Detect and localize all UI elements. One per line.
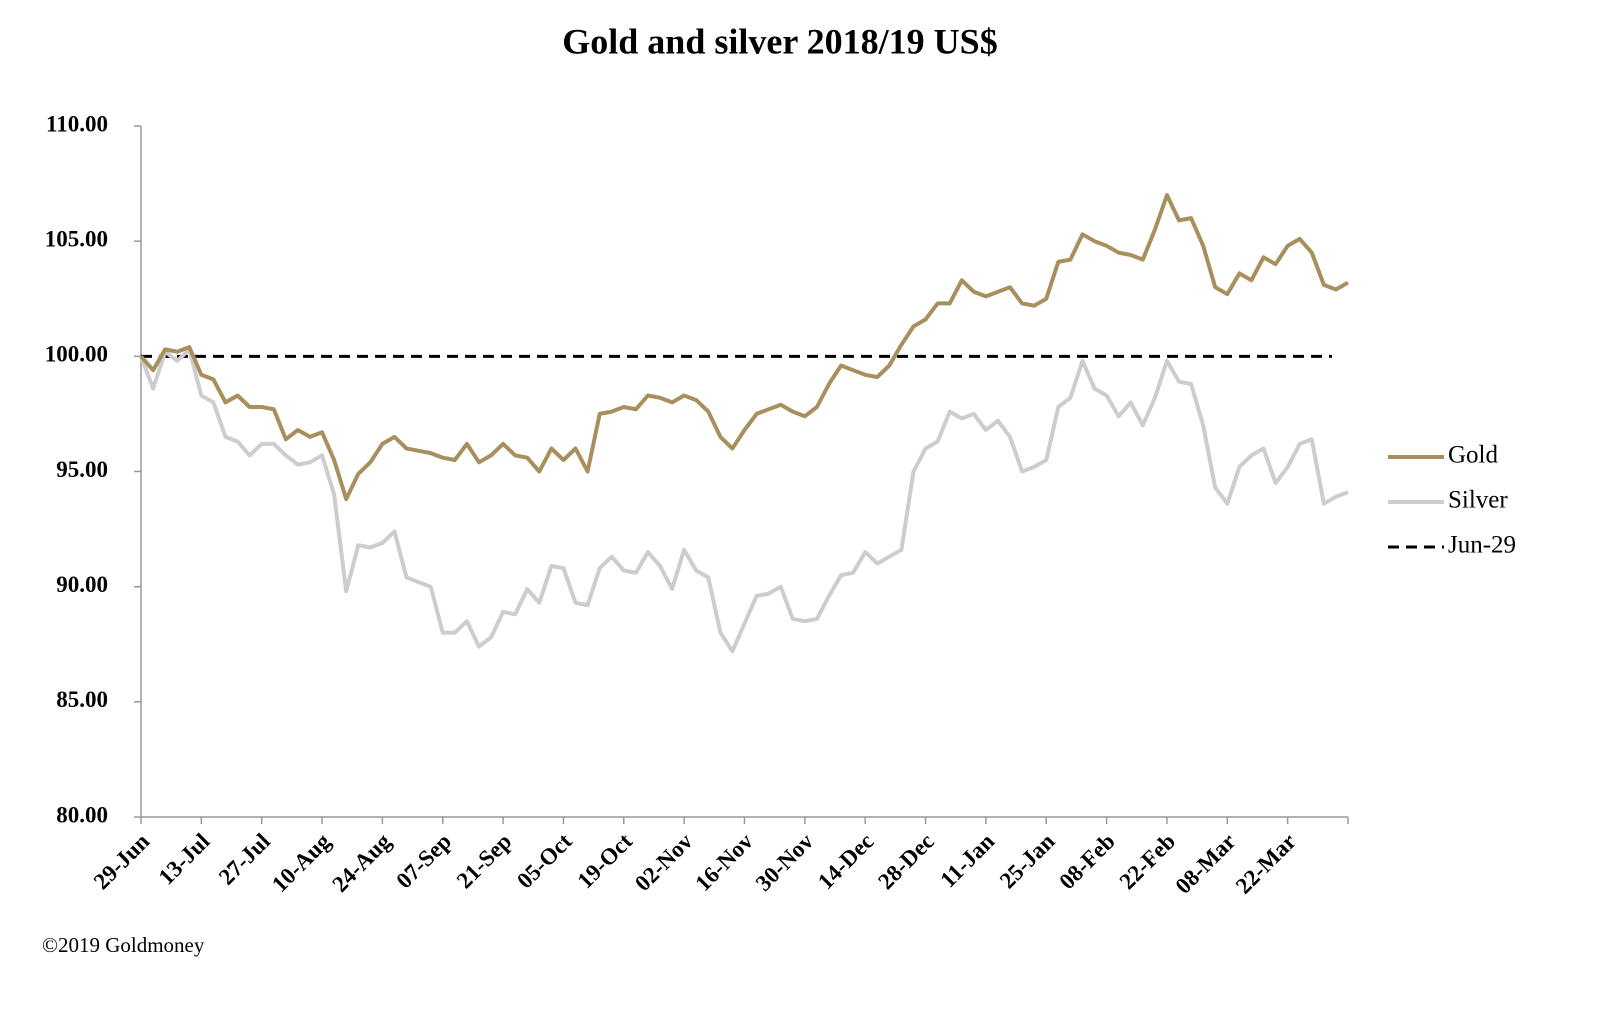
x-tick-label: 10-Aug [267, 828, 336, 897]
line-series [139, 347, 1349, 654]
line-series [139, 193, 1349, 502]
x-tick-label: 05-Oct [512, 828, 577, 893]
legend-label: Gold [1448, 442, 1499, 469]
x-tick-label: 11-Jan [935, 828, 999, 892]
x-tick-label: 22-Feb [1115, 829, 1181, 895]
y-tick-label: 110.00 [46, 111, 108, 136]
x-tick-label: 02-Nov [630, 828, 698, 896]
x-tick-label: 30-Nov [751, 828, 819, 896]
x-tick-label: 21-Sep [452, 829, 517, 894]
legend-label: Silver [1448, 487, 1508, 514]
legend-label: Jun-29 [1448, 532, 1516, 559]
chart-title: Gold and silver 2018/19 US$ [562, 21, 997, 61]
x-tick-label: 07-Sep [391, 829, 456, 894]
x-tick-label: 19-Oct [572, 828, 637, 893]
x-tick-label: 08-Feb [1054, 829, 1120, 895]
x-tick-label: 22-Mar [1231, 829, 1301, 899]
x-tick-label: 29-Jun [89, 828, 155, 894]
y-tick-label: 95.00 [56, 457, 108, 482]
y-tick-label: 100.00 [45, 342, 108, 367]
x-tick-label: 13-Jul [154, 829, 215, 890]
y-tick-label: 90.00 [56, 572, 108, 597]
footnote: ©2019 Goldmoney [42, 933, 205, 957]
x-tick-label: 08-Mar [1171, 829, 1241, 899]
y-tick-label: 85.00 [56, 687, 108, 712]
x-tick-label: 27-Jul [214, 829, 275, 890]
x-tick-label: 24-Aug [327, 828, 396, 897]
y-tick-label: 80.00 [56, 802, 108, 827]
x-tick-label: 16-Nov [690, 828, 758, 896]
y-tick-label: 105.00 [45, 226, 108, 251]
x-tick-label: 28-Dec [873, 829, 939, 895]
x-tick-label: 14-Dec [813, 829, 879, 895]
x-tick-label: 25-Jan [995, 828, 1060, 893]
